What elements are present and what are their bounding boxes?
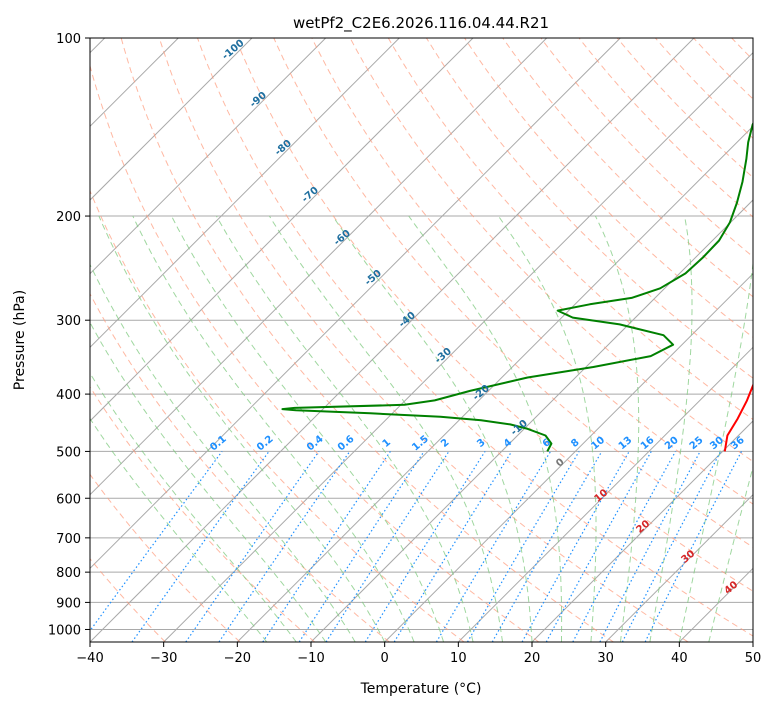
mixing-ratio-line [545,451,652,642]
mixing-ratio-line [262,451,391,642]
x-tick-label: 20 [524,651,541,666]
dry-adiabat-line [616,38,753,179]
y-tick-label: 700 [56,532,81,547]
isotherm-line [90,38,621,570]
moist-adiabat-line [132,215,415,642]
y-tick-label: 100 [56,32,81,47]
isotherm-line [90,38,253,201]
y-tick-label: 800 [56,566,81,581]
plot-frame [89,37,754,643]
x-axis-label: Temperature (°C) [360,681,482,697]
dry-adiabat-line [387,38,753,421]
dry-adiabat-line [90,189,465,642]
y-axis: 100 200 300 400 500 600 700 800 900 1000 [48,32,90,638]
mixing-ratio-line [572,451,677,642]
isotherm-line [384,272,753,642]
dry-adiabat-line [273,38,753,548]
isotherm-line [605,493,753,642]
y-tick-label: 600 [56,492,81,507]
isotherm-line [457,346,753,642]
isotherm-line [310,199,753,642]
dry-adiabat-line [158,38,689,642]
mixing-ratio-line [131,451,270,642]
y-tick-label: 1000 [48,623,81,638]
dry-adiabat-line [90,473,241,642]
chart-title: wetPf2_C2E6.2026.116.04.44.R21 [293,14,549,33]
dry-adiabat-line [425,38,753,379]
moist-adiabat-line [90,417,268,642]
mixing-ratio-line [298,451,425,642]
dry-adiabat-line [90,292,390,642]
isotherm-line [531,420,753,642]
dry-adiabat-line [311,38,753,505]
mixing-ratio-line [621,451,722,642]
y-tick-label: 300 [56,314,81,329]
mixing-ratio-line [325,451,450,642]
background-lines [90,38,753,642]
y-tick-label: 400 [56,388,81,403]
mixing-ratio-line [90,451,223,632]
moist-adiabat-line [649,215,693,642]
dry-adiabat-line [90,386,316,642]
dry-adiabat-line [90,63,540,642]
dry-adiabat-line [235,38,753,592]
isotherm-line [90,38,400,349]
moist-adiabat-line [268,215,503,642]
moist-adiabat-line [408,215,563,642]
x-tick-label: −20 [224,651,251,666]
isotherm-line [90,38,474,422]
isotherm-line [90,38,548,496]
x-tick-label: −40 [76,651,103,666]
x-tick-label: −30 [150,651,177,666]
x-tick-label: −10 [297,651,324,666]
y-axis-label: Pressure (hPa) [12,290,28,390]
mixing-ratio-line [644,451,743,642]
x-axis: −40 −30 −20 −10 0 10 20 30 40 50 [76,642,761,666]
dry-adiabat-line [197,38,753,637]
mixing-ratio-line [185,451,320,642]
moist-adiabat-line [171,215,445,642]
x-tick-label: 50 [745,651,762,666]
y-tick-label: 500 [56,445,81,460]
dry-adiabat-line [120,38,614,642]
mixing-ratio-line [521,451,630,642]
moist-adiabat-line [90,263,356,642]
x-tick-label: 30 [597,651,614,666]
moist-adiabat-line [90,372,297,642]
isotherm-line [163,51,753,642]
x-tick-label: 0 [381,651,389,666]
dry-adiabat-line [502,38,753,298]
dewpoint-profile-line [281,121,753,452]
moist-adiabat-line [98,215,386,642]
mixing-ratio-line [393,451,513,642]
isotherm-line [236,125,753,642]
moist-adiabat-line [90,321,327,642]
isotherm-line [90,38,695,642]
y-tick-label: 900 [56,596,81,611]
x-tick-label: 40 [671,651,688,666]
isotherm-line [90,38,327,275]
moist-adiabat-line [215,215,474,642]
y-tick-label: 200 [56,210,81,225]
mixing-ratio-line [218,451,351,642]
x-tick-label: 10 [450,651,467,666]
profile-lines [281,121,753,452]
moist-adiabat-line [332,215,533,642]
moist-adiabat-line [594,215,640,642]
moist-adiabat-line [678,259,753,642]
